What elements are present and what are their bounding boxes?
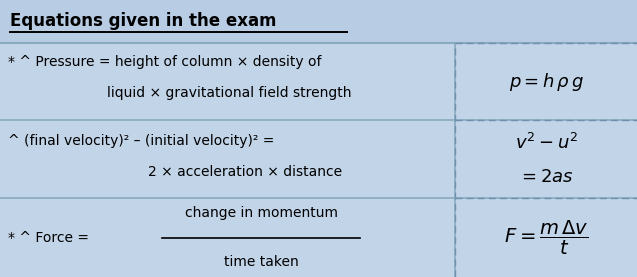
Text: * ^ Force =: * ^ Force = — [8, 230, 93, 245]
Text: time taken: time taken — [224, 255, 299, 270]
Text: change in momentum: change in momentum — [185, 206, 338, 220]
Bar — [0, 43, 637, 120]
Bar — [0, 0, 637, 43]
Bar — [0, 198, 637, 277]
Text: * ^ Pressure = height of column × density of: * ^ Pressure = height of column × densit… — [8, 55, 321, 69]
Text: ^ (final velocity)² – (initial velocity)² =: ^ (final velocity)² – (initial velocity)… — [8, 134, 274, 148]
Bar — [0, 120, 637, 198]
Text: 2 × acceleration × distance: 2 × acceleration × distance — [148, 165, 342, 179]
Text: $F = \dfrac{m\,\Delta v}{t}$: $F = \dfrac{m\,\Delta v}{t}$ — [504, 219, 589, 257]
Text: $p = h\,\rho\, g$: $p = h\,\rho\, g$ — [509, 71, 583, 93]
Text: liquid × gravitational field strength: liquid × gravitational field strength — [107, 86, 352, 100]
Text: Equations given in the exam: Equations given in the exam — [10, 12, 276, 30]
Text: $v^2 - u^2$: $v^2 - u^2$ — [515, 133, 578, 153]
Text: $= 2as$: $= 2as$ — [519, 168, 574, 186]
